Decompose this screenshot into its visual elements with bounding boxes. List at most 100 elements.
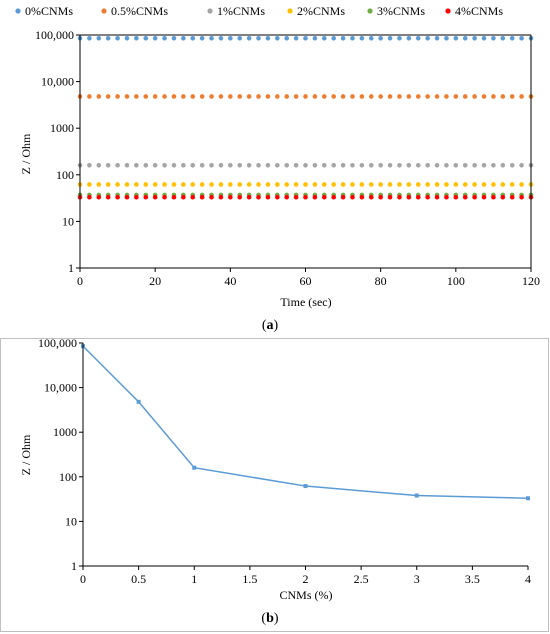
data-point — [152, 162, 158, 168]
data-point — [237, 162, 243, 168]
chart-a-ylabel: Z / Ohm — [19, 133, 33, 174]
y-tick-label: 1000 — [50, 121, 74, 135]
x-tick-label: 60 — [300, 274, 312, 288]
data-point — [397, 162, 402, 168]
data-point — [171, 182, 177, 187]
data-point — [124, 94, 130, 99]
data-point — [397, 35, 402, 41]
data-point — [284, 182, 290, 187]
data-point — [171, 35, 177, 41]
data-point — [209, 94, 214, 99]
data-point — [171, 94, 177, 99]
data-point — [387, 162, 393, 168]
data-point — [359, 94, 365, 99]
series-0%CNMs — [77, 35, 534, 41]
data-point — [359, 194, 365, 200]
data-point — [96, 194, 102, 200]
data-point — [415, 194, 421, 200]
data-point — [453, 94, 459, 99]
data-point — [434, 94, 440, 99]
y-tick-label: 10 — [65, 514, 77, 528]
data-point — [491, 35, 496, 41]
data-point — [199, 162, 205, 168]
data-point — [472, 35, 477, 41]
data-point — [181, 35, 186, 41]
legend-item: 3%CNMs — [367, 4, 425, 18]
data-point — [350, 182, 355, 187]
data-point — [190, 162, 196, 168]
data-point — [481, 94, 487, 99]
data-point — [265, 162, 271, 168]
data-point — [462, 94, 468, 99]
data-point — [190, 35, 196, 41]
data-point — [162, 94, 167, 99]
data-point — [293, 35, 299, 41]
data-point — [444, 182, 449, 187]
data-point — [199, 35, 205, 41]
data-point — [284, 194, 290, 200]
data-point — [171, 194, 177, 200]
data-point — [265, 35, 271, 41]
data-point — [303, 162, 308, 168]
data-point — [500, 162, 506, 168]
data-point — [519, 94, 524, 99]
data-point — [199, 194, 205, 200]
data-point — [105, 194, 111, 200]
series-line — [82, 345, 529, 500]
legend-item: 4%CNMs — [445, 4, 503, 18]
legend-marker — [367, 8, 373, 14]
data-point — [462, 35, 468, 41]
data-point — [275, 182, 280, 187]
data-point — [340, 94, 346, 99]
data-point — [350, 194, 355, 200]
data-point — [481, 194, 487, 200]
data-point — [87, 94, 92, 99]
data-point — [228, 162, 233, 168]
data-point — [152, 182, 158, 187]
data-point — [519, 162, 524, 168]
data-point — [124, 35, 130, 41]
data-point — [87, 162, 92, 168]
data-point — [218, 35, 224, 41]
data-point — [509, 35, 515, 41]
data-point — [293, 162, 299, 168]
x-tick-label: 20 — [149, 274, 161, 288]
data-point — [134, 162, 139, 168]
data-point — [368, 162, 374, 168]
legend-item: 0%CNMs — [15, 4, 73, 18]
data-point — [359, 35, 365, 41]
data-point — [472, 162, 477, 168]
legend-label: 1%CNMs — [217, 4, 265, 18]
data-point — [199, 182, 205, 187]
data-point — [491, 194, 496, 200]
data-point — [359, 182, 365, 187]
data-point — [472, 94, 477, 99]
data-point — [303, 194, 308, 200]
data-point — [378, 94, 383, 99]
data-point — [434, 35, 440, 41]
data-point — [387, 35, 393, 41]
data-point — [256, 35, 261, 41]
data-point — [87, 194, 92, 200]
data-point — [526, 496, 530, 501]
legend-label: 0%CNMs — [25, 4, 73, 18]
data-point — [425, 194, 430, 200]
data-point — [87, 35, 92, 41]
panel-label-a-letter: a — [267, 318, 274, 333]
y-tick-label: 10,000 — [44, 381, 77, 395]
data-point — [124, 182, 130, 187]
data-point — [312, 162, 318, 168]
y-tick-label: 10,000 — [41, 75, 74, 89]
data-point — [246, 35, 252, 41]
data-point — [406, 162, 412, 168]
data-point — [509, 162, 515, 168]
chart-b-frame — [0, 338, 549, 632]
data-point — [228, 182, 233, 187]
legend-label: 3%CNMs — [377, 4, 425, 18]
data-point — [143, 162, 149, 168]
data-point — [105, 182, 111, 187]
panel-label-b: (b) — [261, 611, 278, 626]
data-point — [378, 162, 383, 168]
data-point — [190, 94, 196, 99]
data-point — [162, 162, 167, 168]
